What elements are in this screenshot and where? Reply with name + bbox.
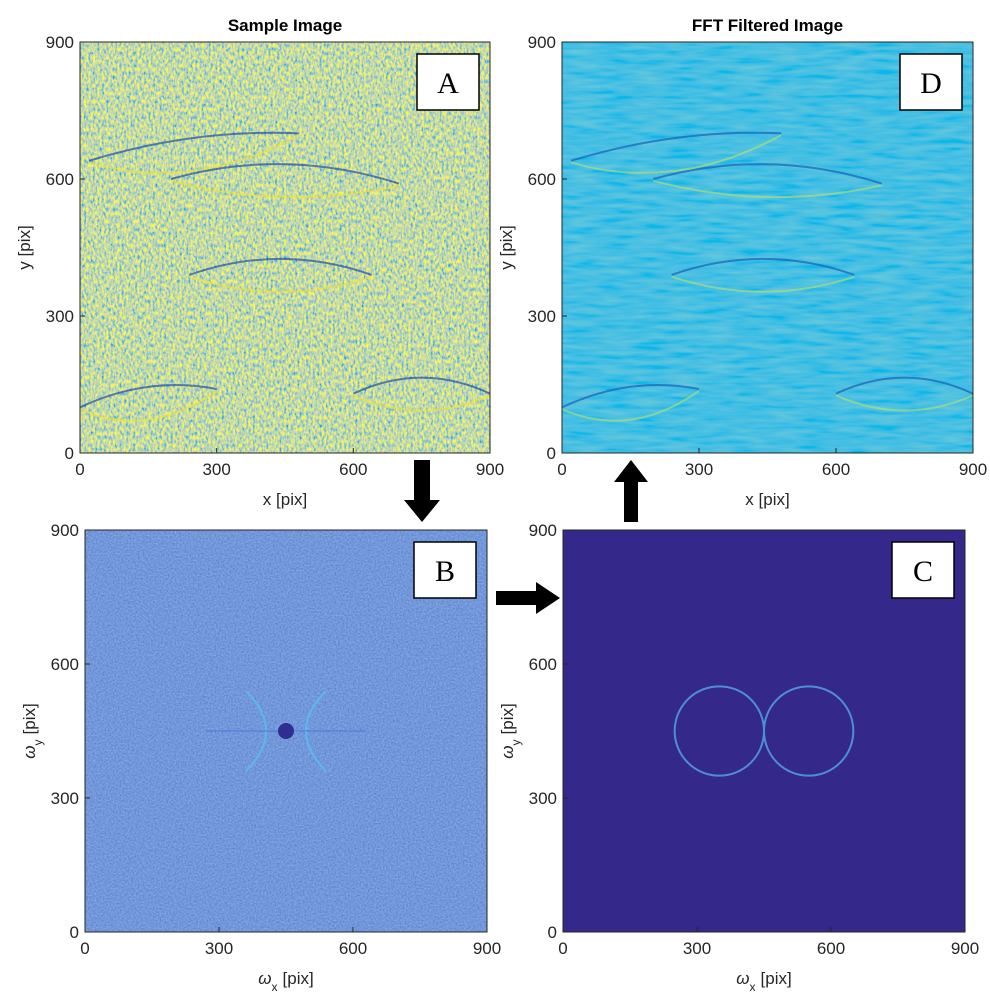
image-feature [763, 685, 855, 777]
x-axis-label: x [pix] [745, 490, 789, 509]
y-tick-label: 0 [547, 444, 556, 463]
x-tick-label: 900 [476, 460, 504, 479]
x-tick-label: 300 [205, 939, 233, 958]
y-tick-label: 900 [46, 33, 74, 52]
x-axis-label: x [pix] [263, 490, 307, 509]
image-feature [79, 390, 218, 422]
image-feature [352, 376, 491, 395]
y-tick-label: 600 [528, 170, 556, 189]
image-feature [189, 275, 372, 293]
x-axis-label: ωx [pix] [736, 969, 791, 994]
axes-box [84, 529, 488, 933]
x-tick-label: 900 [951, 939, 979, 958]
panel-label-box [416, 53, 480, 111]
arrow-up [614, 460, 648, 522]
image-feature [79, 384, 217, 409]
y-tick-label: 300 [528, 307, 556, 326]
image-feature [671, 275, 855, 293]
x-tick-label: 600 [817, 939, 845, 958]
y-tick-label: 900 [529, 521, 557, 540]
image-feature [671, 257, 855, 276]
x-tick-label: 0 [80, 939, 89, 958]
y-tick-label: 0 [548, 923, 557, 942]
image-feature [570, 134, 782, 174]
image-feature [835, 394, 974, 412]
y-tick-label: 300 [529, 789, 557, 808]
panel-label: C [913, 555, 933, 588]
image-feature [352, 394, 491, 412]
y-tick-label: 600 [529, 655, 557, 674]
panel-label-box [899, 53, 963, 111]
chart-title: Sample Image [228, 16, 342, 35]
panel-label: D [920, 67, 942, 100]
axis-unit: [pix] [283, 969, 314, 988]
arrows [404, 460, 648, 614]
image-feature [88, 131, 299, 162]
y-axis-label: ωy [pix] [498, 703, 523, 758]
image-feature [189, 257, 372, 276]
y-tick-label: 600 [46, 170, 74, 189]
axis-unit: [pix] [498, 703, 517, 734]
image-feature [653, 179, 882, 199]
y-axis-label: y [pix] [497, 225, 516, 269]
image-feature [653, 163, 882, 185]
image-feature [561, 390, 700, 422]
y-tick-label: 0 [65, 444, 74, 463]
panel-label: B [435, 555, 455, 588]
y-tick-label: 900 [528, 33, 556, 52]
panel-label-box [413, 541, 477, 599]
axis-subscript: x [272, 980, 278, 994]
image-feature [170, 163, 400, 185]
y-axis-label: ωy [pix] [20, 703, 45, 758]
x-tick-label: 0 [558, 939, 567, 958]
y-axis-label: y [pix] [15, 225, 34, 269]
panel-label-box [891, 541, 955, 599]
panel-label: A [437, 67, 459, 100]
y-tick-label: 0 [70, 923, 79, 942]
x-tick-label: 600 [339, 939, 367, 958]
image-feature [835, 376, 974, 395]
chart-title: FFT Filtered Image [692, 16, 843, 35]
axes-box [561, 41, 974, 454]
image-feature [570, 131, 782, 162]
image-feature [278, 723, 294, 739]
x-tick-label: 900 [473, 939, 501, 958]
x-tick-label: 900 [959, 460, 987, 479]
y-tick-label: 300 [51, 789, 79, 808]
arrow-down [404, 460, 440, 522]
y-tick-label: 600 [51, 655, 79, 674]
image-feature [561, 384, 700, 409]
arrow-right [496, 582, 560, 614]
axis-symbol: ω [498, 745, 517, 758]
image-feature [170, 179, 400, 199]
x-tick-label: 0 [557, 460, 566, 479]
x-tick-label: 600 [822, 460, 850, 479]
y-tick-label: 900 [51, 521, 79, 540]
axes-box [79, 41, 491, 454]
axis-symbol: ω [736, 969, 749, 988]
axis-subscript: y [509, 739, 523, 745]
x-tick-label: 300 [202, 460, 230, 479]
x-axis-label: ωx [pix] [258, 969, 313, 994]
axis-subscript: y [31, 739, 45, 745]
axis-unit: [pix] [761, 969, 792, 988]
axes-box [562, 529, 966, 933]
x-tick-label: 600 [339, 460, 367, 479]
x-tick-label: 0 [75, 460, 84, 479]
x-tick-label: 300 [685, 460, 713, 479]
axis-symbol: ω [20, 745, 39, 758]
axis-symbol: ω [258, 969, 271, 988]
y-tick-label: 300 [46, 307, 74, 326]
axis-unit: [pix] [20, 703, 39, 734]
x-tick-label: 300 [683, 939, 711, 958]
axis-subscript: x [750, 980, 756, 994]
image-feature [88, 134, 300, 174]
